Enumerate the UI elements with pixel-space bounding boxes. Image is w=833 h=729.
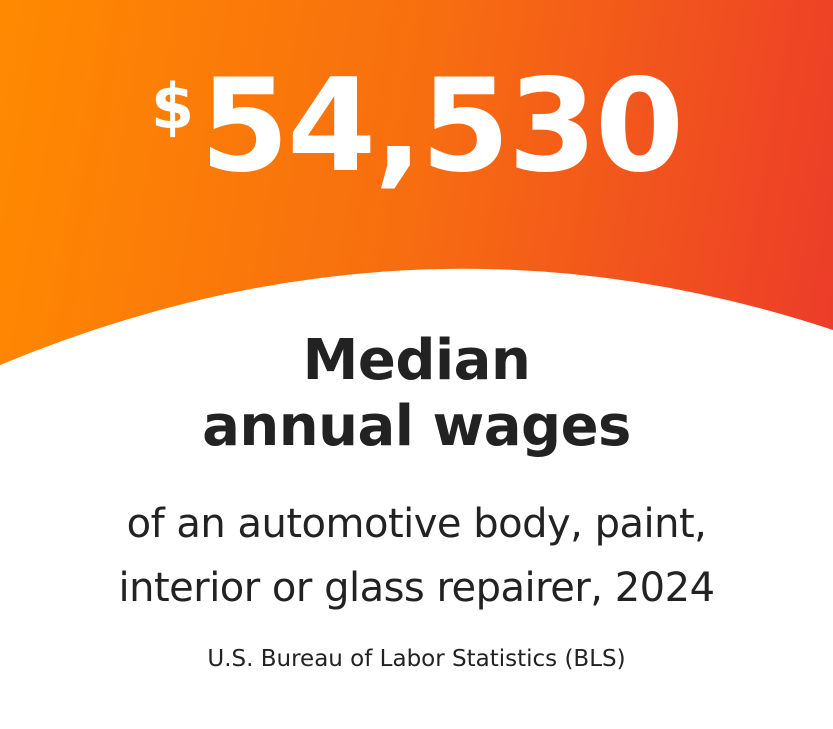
- currency-symbol: $: [150, 70, 195, 143]
- subtitle-line-2: interior or glass repairer, 2024: [118, 565, 715, 611]
- wage-figure: $54,530: [0, 52, 833, 202]
- source-credit: U.S. Bureau of Labor Statistics (BLS): [207, 646, 626, 672]
- headline-line-2: annual wages: [202, 394, 631, 459]
- white-arc-shape: [0, 268, 833, 729]
- wage-value: 54,530: [200, 52, 684, 201]
- headline-line-1: Median: [302, 328, 531, 393]
- subtitle: of an automotive body, paint, interior o…: [20, 492, 813, 620]
- subtitle-line-1: of an automotive body, paint,: [126, 501, 707, 547]
- headline: Median annual wages: [0, 328, 833, 460]
